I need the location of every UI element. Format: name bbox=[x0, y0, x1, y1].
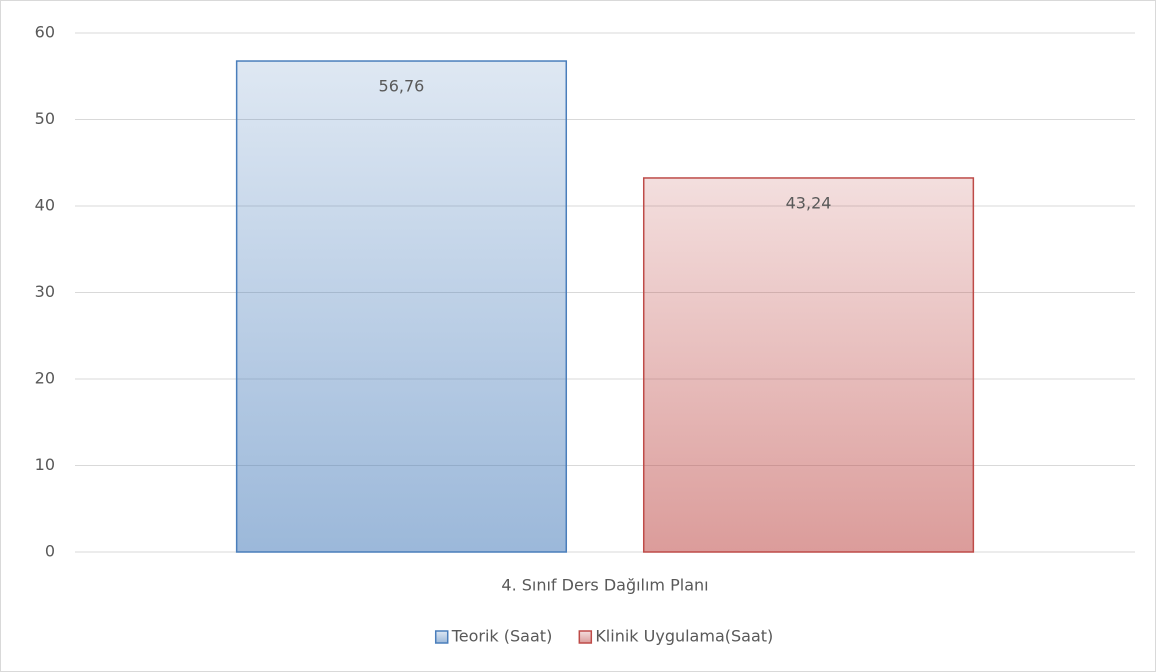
y-tick-label: 50 bbox=[35, 109, 55, 128]
y-tick-label: 40 bbox=[35, 196, 55, 215]
y-tick-label: 10 bbox=[35, 455, 55, 474]
y-tick-label: 0 bbox=[45, 542, 55, 561]
legend-label: Klinik Uygulama(Saat) bbox=[595, 627, 773, 646]
legend-swatch bbox=[434, 630, 449, 644]
data-label: 56,76 bbox=[379, 77, 425, 96]
y-tick-label: 30 bbox=[35, 282, 55, 301]
y-tick-label: 20 bbox=[35, 369, 55, 388]
y-tick-label: 60 bbox=[35, 23, 55, 42]
data-label: 43,24 bbox=[786, 193, 832, 212]
legend-label: Teorik (Saat) bbox=[451, 627, 553, 646]
bar bbox=[235, 60, 568, 553]
legend-swatch bbox=[578, 630, 593, 644]
bar bbox=[642, 177, 975, 553]
x-tick-label: 4. Sınıf Ders Dağılım Planı bbox=[501, 576, 708, 595]
